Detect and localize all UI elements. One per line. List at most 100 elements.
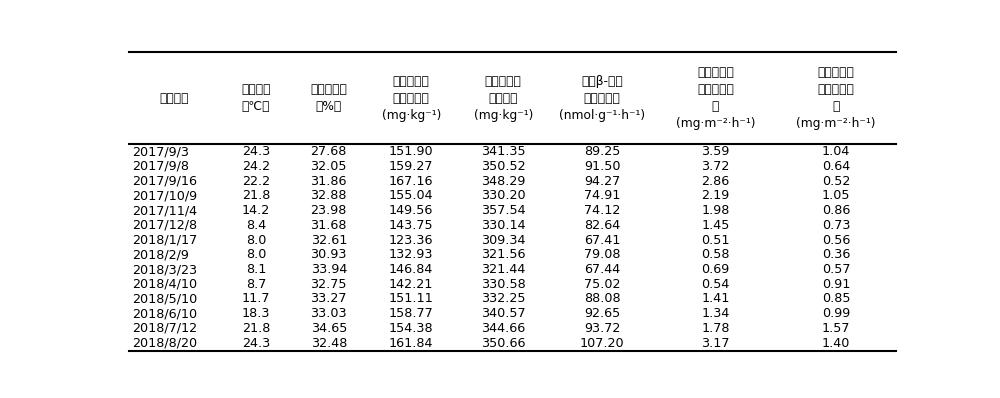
Text: 0.52: 0.52 <box>822 175 850 187</box>
Text: 341.35: 341.35 <box>481 145 526 158</box>
Text: 32.75: 32.75 <box>310 278 347 291</box>
Text: 107.20: 107.20 <box>580 337 625 350</box>
Text: 0.54: 0.54 <box>701 278 730 291</box>
Text: 2018/7/12: 2018/7/12 <box>132 322 197 335</box>
Text: 0.58: 0.58 <box>701 248 730 261</box>
Text: 1.57: 1.57 <box>822 322 850 335</box>
Text: 24.2: 24.2 <box>242 160 270 173</box>
Text: 2018/3/23: 2018/3/23 <box>132 263 197 276</box>
Text: 0.86: 0.86 <box>822 204 850 217</box>
Text: 123.36: 123.36 <box>389 234 433 246</box>
Text: 毛竹林土壤
异养呼吸速
率
(mg·m⁻²·h⁻¹): 毛竹林土壤 异养呼吸速 率 (mg·m⁻²·h⁻¹) <box>676 66 755 130</box>
Text: 2017/9/3: 2017/9/3 <box>132 145 189 158</box>
Text: 3.59: 3.59 <box>701 145 730 158</box>
Text: 344.66: 344.66 <box>481 322 525 335</box>
Text: 27.68: 27.68 <box>311 145 347 158</box>
Text: 34.65: 34.65 <box>311 322 347 335</box>
Text: 1.41: 1.41 <box>701 293 730 306</box>
Text: 92.65: 92.65 <box>584 307 620 320</box>
Text: 1.05: 1.05 <box>822 189 850 202</box>
Text: 8.0: 8.0 <box>246 234 266 246</box>
Text: 0.57: 0.57 <box>822 263 850 276</box>
Text: 0.69: 0.69 <box>701 263 730 276</box>
Text: 1.04: 1.04 <box>822 145 850 158</box>
Text: 2.19: 2.19 <box>701 189 730 202</box>
Text: 82.64: 82.64 <box>584 219 620 232</box>
Text: 74.91: 74.91 <box>584 189 620 202</box>
Text: 31.86: 31.86 <box>310 175 347 187</box>
Text: 1.34: 1.34 <box>701 307 730 320</box>
Text: 161.84: 161.84 <box>389 337 433 350</box>
Text: 93.72: 93.72 <box>584 322 620 335</box>
Text: 2018/6/10: 2018/6/10 <box>132 307 197 320</box>
Text: 330.58: 330.58 <box>481 278 526 291</box>
Text: 91.50: 91.50 <box>584 160 621 173</box>
Text: 357.54: 357.54 <box>481 204 526 217</box>
Text: 132.93: 132.93 <box>389 248 433 261</box>
Text: 146.84: 146.84 <box>389 263 433 276</box>
Text: 24.3: 24.3 <box>242 337 270 350</box>
Text: 土壤水溶性
有机碳含量
(mg·kg⁻¹): 土壤水溶性 有机碳含量 (mg·kg⁻¹) <box>382 75 441 122</box>
Text: 348.29: 348.29 <box>481 175 525 187</box>
Text: 21.8: 21.8 <box>242 322 270 335</box>
Text: 142.21: 142.21 <box>389 278 433 291</box>
Text: 2017/12/8: 2017/12/8 <box>132 219 197 232</box>
Text: 2017/10/9: 2017/10/9 <box>132 189 197 202</box>
Text: 158.77: 158.77 <box>389 307 434 320</box>
Text: 159.27: 159.27 <box>389 160 433 173</box>
Text: 350.52: 350.52 <box>481 160 526 173</box>
Text: 1.98: 1.98 <box>701 204 730 217</box>
Text: 0.91: 0.91 <box>822 278 850 291</box>
Text: 3.17: 3.17 <box>701 337 730 350</box>
Text: 67.44: 67.44 <box>584 263 620 276</box>
Text: 18.3: 18.3 <box>242 307 270 320</box>
Text: 测定日期: 测定日期 <box>159 92 189 105</box>
Text: 340.57: 340.57 <box>481 307 526 320</box>
Text: 94.27: 94.27 <box>584 175 620 187</box>
Text: 2017/11/4: 2017/11/4 <box>132 204 197 217</box>
Text: 89.25: 89.25 <box>584 145 620 158</box>
Text: 8.7: 8.7 <box>246 278 266 291</box>
Text: 8.0: 8.0 <box>246 248 266 261</box>
Text: 31.68: 31.68 <box>310 219 347 232</box>
Text: 151.11: 151.11 <box>389 293 434 306</box>
Text: 309.34: 309.34 <box>481 234 526 246</box>
Text: 33.03: 33.03 <box>310 307 347 320</box>
Text: 321.44: 321.44 <box>481 263 525 276</box>
Text: 32.05: 32.05 <box>310 160 347 173</box>
Text: 155.04: 155.04 <box>389 189 434 202</box>
Text: 2018/5/10: 2018/5/10 <box>132 293 197 306</box>
Text: 79.08: 79.08 <box>584 248 621 261</box>
Text: 154.38: 154.38 <box>389 322 434 335</box>
Text: 22.2: 22.2 <box>242 175 270 187</box>
Text: 土壤β-葡萄
糖苷酶活性
(nmol·g⁻¹·h⁻¹): 土壤β-葡萄 糖苷酶活性 (nmol·g⁻¹·h⁻¹) <box>559 75 645 122</box>
Text: 0.85: 0.85 <box>822 293 850 306</box>
Text: 32.61: 32.61 <box>311 234 347 246</box>
Text: 土壤含水量
（%）: 土壤含水量 （%） <box>310 83 347 113</box>
Text: 330.14: 330.14 <box>481 219 526 232</box>
Text: 2018/4/10: 2018/4/10 <box>132 278 197 291</box>
Text: 330.20: 330.20 <box>481 189 526 202</box>
Text: 321.56: 321.56 <box>481 248 526 261</box>
Text: 23.98: 23.98 <box>311 204 347 217</box>
Text: 2018/2/9: 2018/2/9 <box>132 248 189 261</box>
Text: 143.75: 143.75 <box>389 219 434 232</box>
Text: 24.3: 24.3 <box>242 145 270 158</box>
Text: 0.73: 0.73 <box>822 219 850 232</box>
Text: 2017/9/16: 2017/9/16 <box>132 175 197 187</box>
Text: 8.4: 8.4 <box>246 219 266 232</box>
Text: 2017/9/8: 2017/9/8 <box>132 160 189 173</box>
Text: 1.40: 1.40 <box>822 337 850 350</box>
Text: 149.56: 149.56 <box>389 204 433 217</box>
Text: 8.1: 8.1 <box>246 263 266 276</box>
Text: 75.02: 75.02 <box>584 278 621 291</box>
Text: 3.72: 3.72 <box>701 160 730 173</box>
Text: 1.78: 1.78 <box>701 322 730 335</box>
Text: 67.41: 67.41 <box>584 234 620 246</box>
Text: 151.90: 151.90 <box>389 145 434 158</box>
Text: 0.36: 0.36 <box>822 248 850 261</box>
Text: 32.48: 32.48 <box>311 337 347 350</box>
Text: 32.88: 32.88 <box>310 189 347 202</box>
Text: 2018/1/17: 2018/1/17 <box>132 234 197 246</box>
Text: 0.64: 0.64 <box>822 160 850 173</box>
